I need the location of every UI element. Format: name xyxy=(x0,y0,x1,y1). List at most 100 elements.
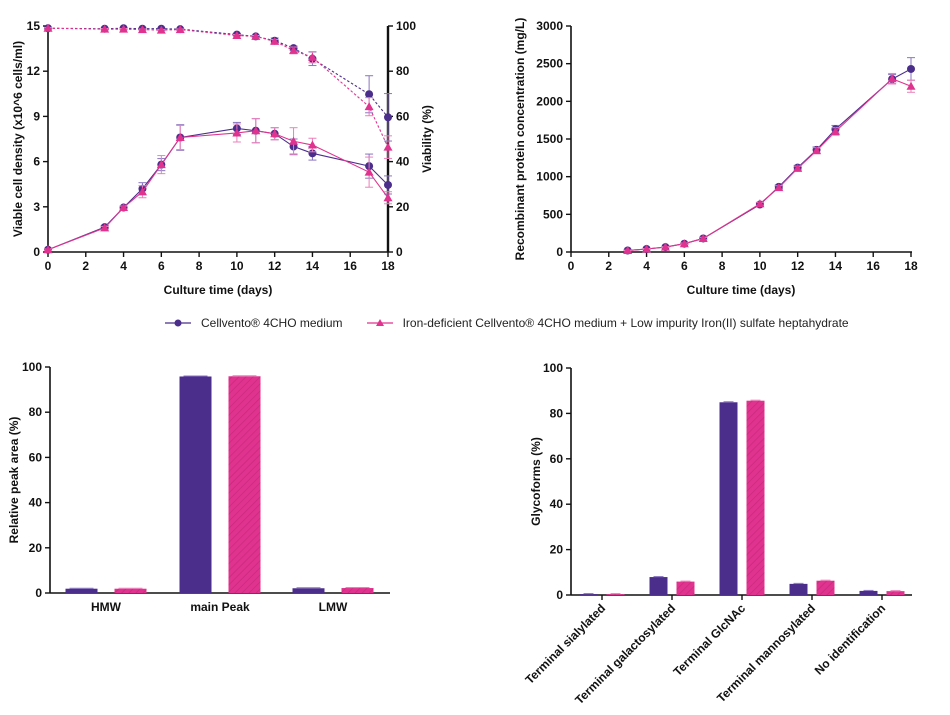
x-tick-label: 10 xyxy=(753,259,767,273)
data-point xyxy=(119,24,129,33)
x-tick-label: 12 xyxy=(791,259,805,273)
data-point xyxy=(137,25,147,34)
y-tick-label: 20 xyxy=(29,541,43,555)
series-line xyxy=(47,27,389,148)
data-point xyxy=(251,126,261,135)
x-tick-label: LMW xyxy=(319,600,348,614)
category-2: Terminal GlcNAc xyxy=(670,399,765,679)
bar xyxy=(179,376,212,593)
data-point xyxy=(830,126,840,135)
y-axis-title: Recombinant protein concentration (mg/L) xyxy=(513,18,527,261)
data-point xyxy=(623,245,633,254)
data-point xyxy=(384,180,392,189)
data-point xyxy=(43,23,53,32)
bar xyxy=(579,594,598,595)
data-point xyxy=(232,30,242,39)
data-point xyxy=(137,187,147,196)
data-point xyxy=(698,233,708,242)
data-point xyxy=(906,81,916,90)
data-point xyxy=(383,193,393,202)
category-3: Terminal mannosylated xyxy=(714,579,835,705)
x-tick-label: 4 xyxy=(120,259,127,273)
series-3 xyxy=(43,23,393,159)
bar xyxy=(816,580,835,595)
y-tick-label: 15 xyxy=(27,19,41,33)
bar xyxy=(789,583,808,595)
data-point xyxy=(156,160,166,169)
y-tick-label: 0 xyxy=(556,245,563,259)
x-tick-label: 0 xyxy=(45,259,52,273)
bar xyxy=(719,402,738,595)
y-tick-label: 80 xyxy=(29,405,43,419)
data-point xyxy=(887,74,897,83)
category-2: LMW xyxy=(292,587,374,614)
y2-tick-label: 100 xyxy=(396,19,416,33)
circle-marker-icon xyxy=(165,316,191,330)
bar xyxy=(886,591,905,595)
x-tick-label: HMW xyxy=(91,600,122,614)
series-0 xyxy=(44,118,392,254)
x-tick-label: 2 xyxy=(82,259,89,273)
data-point xyxy=(907,64,915,73)
series-2 xyxy=(44,24,392,142)
protein-concentration-chart: 0 2 4 6 8 10 12 14 16 18 0 500 1000 1500 2000 2500 3000 C… xyxy=(513,18,918,297)
bar xyxy=(228,376,261,593)
legend: Cellvento® 4CHO medium Iron-deficient Ce… xyxy=(165,316,873,330)
data-point xyxy=(774,183,784,192)
data-point xyxy=(812,146,822,155)
series-line xyxy=(47,130,389,251)
data-point xyxy=(156,25,166,34)
y-tick-label: 3000 xyxy=(536,19,563,33)
y2-axis-title: Viability (%) xyxy=(420,105,434,173)
bar xyxy=(676,581,695,595)
category-1: main Peak xyxy=(179,375,261,614)
y-tick-label: 2000 xyxy=(536,94,563,108)
legend-item-cellvento: Cellvento® 4CHO medium xyxy=(165,316,343,330)
data-point xyxy=(175,25,185,34)
y-tick-label: 2500 xyxy=(536,57,563,71)
bar xyxy=(746,400,765,595)
x-tick-label: 10 xyxy=(230,259,244,273)
data-point xyxy=(384,113,392,122)
x-tick-label: 14 xyxy=(306,259,320,273)
y-axis-title: Glycoforms (%) xyxy=(529,437,543,526)
y-tick-label: 500 xyxy=(543,207,563,221)
y-tick-label: 60 xyxy=(550,452,564,466)
bar xyxy=(114,588,147,593)
data-point xyxy=(232,128,242,137)
y-tick-label: 1000 xyxy=(536,170,563,184)
data-point xyxy=(270,129,280,138)
series-line xyxy=(47,27,389,118)
bar xyxy=(649,577,668,595)
data-point xyxy=(100,223,110,232)
y-axis-title: Relative peak area (%) xyxy=(7,417,21,544)
bar xyxy=(292,588,325,593)
x-tick-label: main Peak xyxy=(190,600,250,614)
data-point xyxy=(755,199,765,208)
series-line xyxy=(627,78,912,252)
legend-item-iron-deficient: Iron-deficient Cellvento® 4CHO medium + … xyxy=(366,316,849,330)
triangle-marker-icon xyxy=(366,316,393,330)
x-tick-label: 8 xyxy=(719,259,726,273)
x-axis-title: Culture time (days) xyxy=(164,283,273,297)
series-1 xyxy=(623,72,916,254)
data-point xyxy=(289,136,299,145)
series-line xyxy=(627,68,912,252)
data-point xyxy=(251,31,261,40)
data-point xyxy=(642,244,652,253)
series-1 xyxy=(43,118,393,254)
x-tick-label: 6 xyxy=(681,259,688,273)
bar xyxy=(65,588,98,593)
y-tick-label: 40 xyxy=(29,496,43,510)
y-tick-label: 0 xyxy=(35,586,42,600)
x-tick-label: 12 xyxy=(268,259,282,273)
y2-tick-label: 0 xyxy=(396,245,403,259)
x-tick-label: 6 xyxy=(158,259,165,273)
data-point xyxy=(270,36,280,45)
y2-tick-label: 20 xyxy=(396,200,410,214)
relative-peak-area-chart: 0 20 40 60 80 100 Relative peak area (%) HMW mai… xyxy=(7,360,390,614)
data-point xyxy=(383,142,393,151)
x-tick-label: 16 xyxy=(344,259,358,273)
category-0: HMW xyxy=(65,587,147,614)
y2-tick-label: 60 xyxy=(396,109,410,123)
